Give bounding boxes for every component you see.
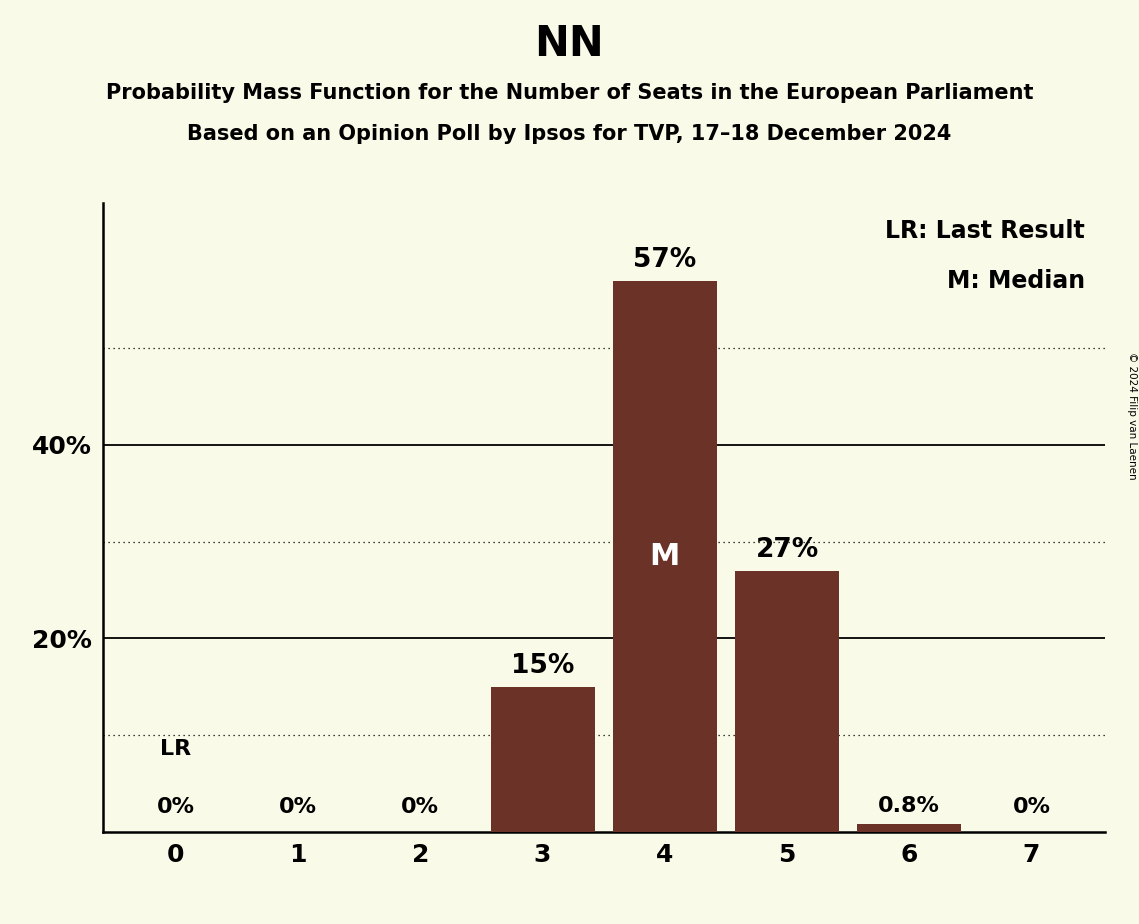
Text: Probability Mass Function for the Number of Seats in the European Parliament: Probability Mass Function for the Number… xyxy=(106,83,1033,103)
Text: 0%: 0% xyxy=(401,797,440,817)
Text: 57%: 57% xyxy=(633,247,696,273)
Text: 0%: 0% xyxy=(279,797,317,817)
Bar xyxy=(613,281,716,832)
Text: LR: LR xyxy=(161,739,191,760)
Text: © 2024 Filip van Laenen: © 2024 Filip van Laenen xyxy=(1126,352,1137,480)
Text: M: Median: M: Median xyxy=(947,269,1084,293)
Text: NN: NN xyxy=(534,23,605,65)
Bar xyxy=(491,687,595,832)
Text: 15%: 15% xyxy=(511,653,574,679)
Text: 0%: 0% xyxy=(1013,797,1050,817)
Text: Based on an Opinion Poll by Ipsos for TVP, 17–18 December 2024: Based on an Opinion Poll by Ipsos for TV… xyxy=(187,124,952,144)
Bar xyxy=(858,824,961,832)
Bar xyxy=(735,571,839,832)
Text: 0.8%: 0.8% xyxy=(878,796,940,816)
Text: M: M xyxy=(649,541,680,571)
Text: 27%: 27% xyxy=(755,537,819,563)
Text: 0%: 0% xyxy=(157,797,195,817)
Text: LR: Last Result: LR: Last Result xyxy=(885,219,1084,243)
